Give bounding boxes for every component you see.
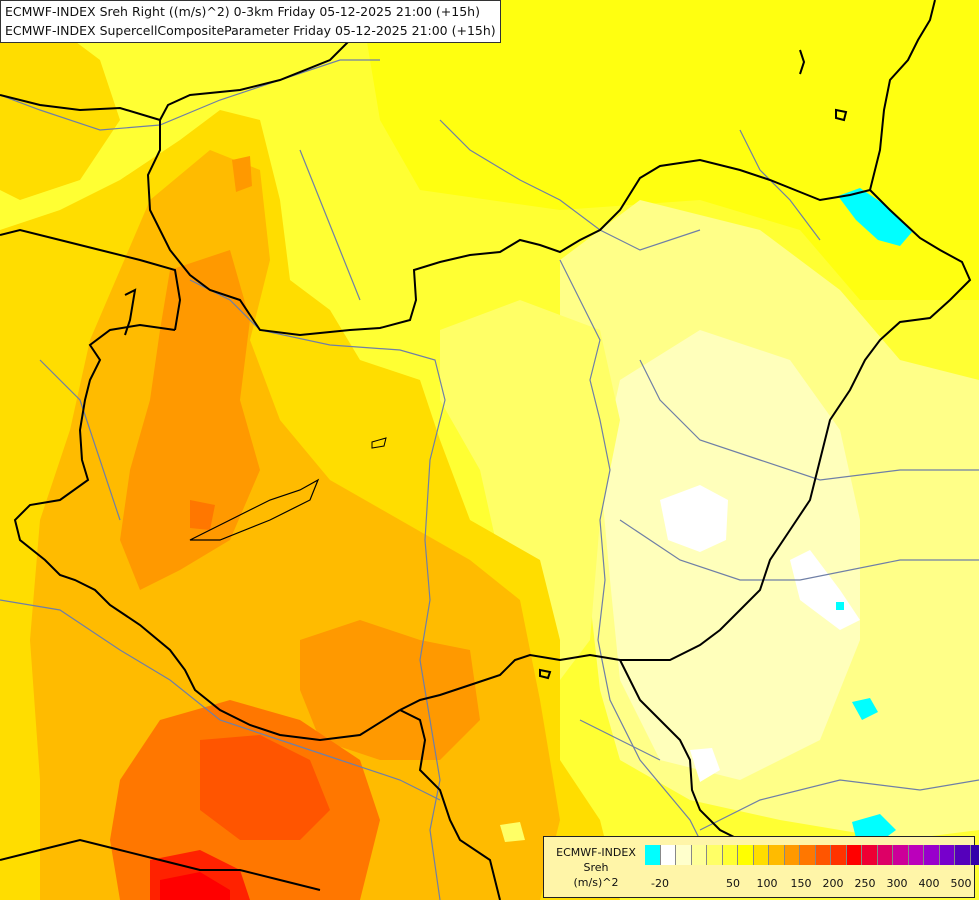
legend-swatch: [691, 845, 707, 865]
legend-swatch: [800, 845, 816, 865]
legend-swatch: [893, 845, 909, 865]
legend-title: ECMWF-INDEX Sreh (m/s)^2: [548, 845, 644, 890]
legend-tick-label: 50: [726, 877, 740, 890]
legend-swatch: [908, 845, 924, 865]
legend-ticks: -2050100150200250300400500700: [645, 877, 971, 891]
legend-tick-label: 400: [918, 877, 940, 890]
legend-swatch: [831, 845, 847, 865]
legend-swatch: [676, 845, 692, 865]
legend-swatch: [924, 845, 940, 865]
legend-swatches: [645, 845, 979, 865]
legend-swatch: [862, 845, 878, 865]
legend-swatch: [955, 845, 971, 865]
legend-tick-label: -20: [651, 877, 669, 890]
legend-swatch: [660, 845, 676, 865]
legend-swatch: [815, 845, 831, 865]
map-title-box: ECMWF-INDEX Sreh Right ((m/s)^2) 0-3km F…: [0, 0, 501, 43]
legend-tick-label: 100: [756, 877, 778, 890]
legend-swatch: [877, 845, 893, 865]
legend-title-line2: Sreh: [583, 861, 609, 874]
legend-tick-label: 200: [822, 877, 844, 890]
legend-swatch: [769, 845, 785, 865]
legend-title-line1: ECMWF-INDEX: [556, 846, 636, 859]
legend-swatch: [846, 845, 862, 865]
legend-swatch: [707, 845, 723, 865]
legend-tick-label: 300: [886, 877, 908, 890]
legend-swatch: [753, 845, 769, 865]
legend-swatch: [738, 845, 754, 865]
color-legend: ECMWF-INDEX Sreh (m/s)^2 -20 50 100 150 200 2…: [543, 836, 979, 898]
legend-swatch: [722, 845, 738, 865]
legend-title-line3: (m/s)^2: [573, 876, 619, 889]
legend-tick-label: 250: [854, 877, 876, 890]
title-line-sreh: ECMWF-INDEX Sreh Right ((m/s)^2) 0-3km F…: [5, 4, 480, 19]
legend-swatch: [939, 845, 955, 865]
title-line-scp: ECMWF-INDEX SupercellCompositeParameter …: [5, 23, 496, 38]
legend-swatch: [645, 845, 661, 865]
legend-swatch: [784, 845, 800, 865]
legend-swatch: [970, 845, 979, 865]
legend-tick-label: 150: [790, 877, 812, 890]
legend-tick-label: 500: [950, 877, 972, 890]
